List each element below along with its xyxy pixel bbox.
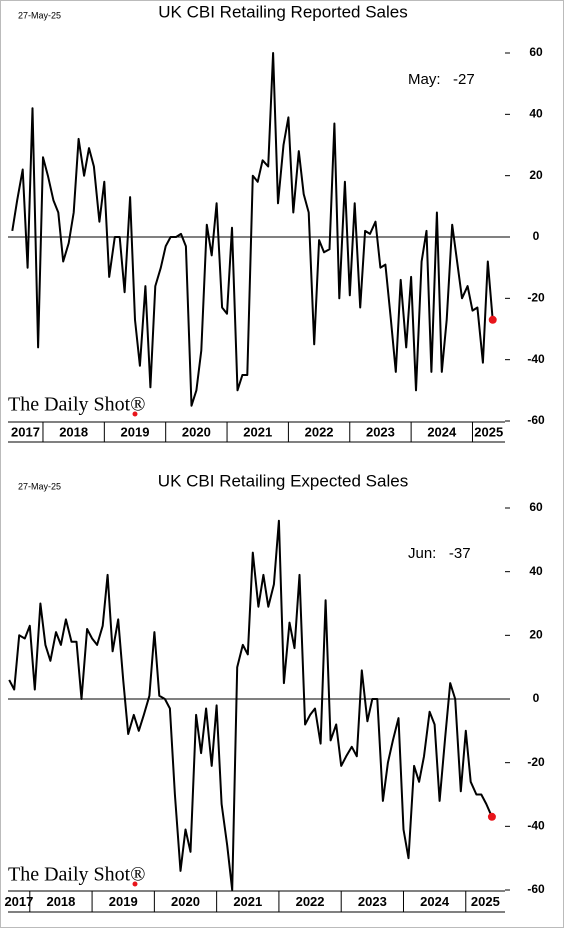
x-tick-label: 2020 bbox=[171, 894, 200, 909]
y-tick-label: 20 bbox=[529, 168, 543, 182]
y-tick-label: 20 bbox=[529, 628, 543, 642]
x-tick-label: 2019 bbox=[121, 424, 150, 439]
line-series bbox=[11, 52, 494, 407]
x-tick-label: 2018 bbox=[46, 894, 75, 909]
watermark: The Daily Shot® bbox=[8, 394, 145, 416]
x-tick-label: 2022 bbox=[305, 424, 334, 439]
chart-title: UK CBI Retailing Reported Sales bbox=[158, 2, 407, 21]
watermark-dot bbox=[132, 411, 138, 417]
date: 27-May-25 bbox=[18, 481, 61, 491]
x-tick-label: 2018 bbox=[59, 424, 88, 439]
x-tick-label: 2025 bbox=[471, 894, 500, 909]
x-tick-label: 2021 bbox=[243, 424, 272, 439]
y-tick-label: -40 bbox=[527, 819, 545, 833]
annotation: May: -27 bbox=[408, 71, 475, 88]
y-tick-label: -20 bbox=[527, 291, 545, 305]
x-tick-label: 2023 bbox=[358, 894, 387, 909]
last-point bbox=[487, 812, 496, 821]
y-tick-label: 40 bbox=[529, 107, 543, 121]
x-tick-label: 2023 bbox=[366, 424, 395, 439]
x-tick-label: 2021 bbox=[233, 894, 262, 909]
line-series bbox=[8, 519, 493, 891]
x-tick-label: 2022 bbox=[296, 894, 325, 909]
x-tick-label: 2017 bbox=[4, 894, 33, 909]
y-tick-label: 60 bbox=[529, 45, 543, 59]
x-tick-label: 2024 bbox=[420, 894, 450, 909]
y-tick-label: 0 bbox=[533, 691, 540, 705]
watermark: The Daily Shot® bbox=[8, 864, 145, 886]
y-tick-label: -20 bbox=[527, 755, 545, 769]
chart-title: UK CBI Retailing Expected Sales bbox=[158, 471, 408, 490]
y-tick-label: -60 bbox=[527, 413, 545, 427]
x-tick-label: 2017 bbox=[11, 424, 40, 439]
y-tick-label: 0 bbox=[533, 229, 540, 243]
annotation: Jun: -37 bbox=[408, 545, 471, 562]
x-tick-label: 2019 bbox=[109, 894, 138, 909]
y-tick-label: 40 bbox=[529, 564, 543, 578]
watermark-dot bbox=[132, 881, 138, 887]
y-tick-label: -60 bbox=[527, 882, 545, 896]
y-tick-label: -40 bbox=[527, 352, 545, 366]
x-tick-label: 2025 bbox=[474, 424, 503, 439]
date: 27-May-25 bbox=[18, 10, 61, 20]
last-point bbox=[488, 315, 497, 324]
y-tick-label: 60 bbox=[529, 500, 543, 514]
x-tick-label: 2020 bbox=[182, 424, 211, 439]
x-tick-label: 2024 bbox=[427, 424, 457, 439]
